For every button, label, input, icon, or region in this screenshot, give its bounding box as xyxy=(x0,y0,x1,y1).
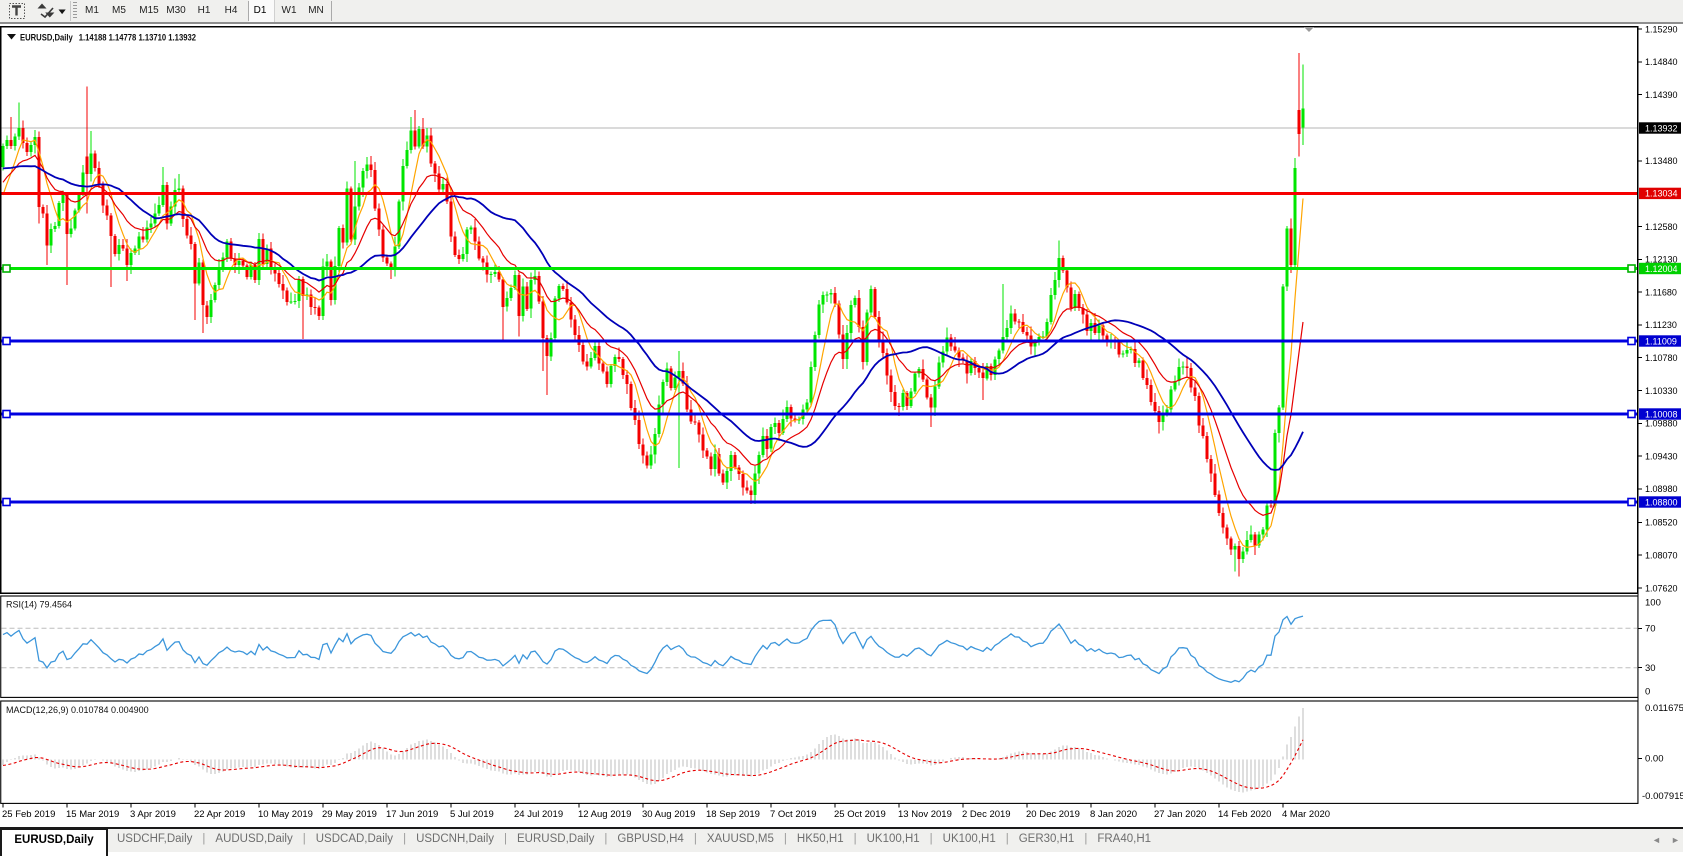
svg-text:12 Aug 2019: 12 Aug 2019 xyxy=(578,809,631,820)
svg-text:1.08980: 1.08980 xyxy=(1645,484,1678,494)
svg-text:RSI(14) 79.4564: RSI(14) 79.4564 xyxy=(6,600,72,610)
svg-text:13 Nov 2019: 13 Nov 2019 xyxy=(898,809,952,820)
svg-text:1.10330: 1.10330 xyxy=(1645,386,1678,396)
svg-text:30 Aug 2019: 30 Aug 2019 xyxy=(642,809,695,820)
svg-text:17 Jun 2019: 17 Jun 2019 xyxy=(386,809,438,820)
svg-text:EURUSD,Daily 1.14188 1.14778: EURUSD,Daily 1.14188 1.14778 1.13710 1.1… xyxy=(20,33,196,43)
svg-text:1.12004: 1.12004 xyxy=(1645,264,1678,274)
svg-text:1.14390: 1.14390 xyxy=(1645,90,1678,100)
svg-text:14 Feb 2020: 14 Feb 2020 xyxy=(1218,809,1271,820)
svg-text:0.00: 0.00 xyxy=(1645,754,1664,765)
svg-text:MACD(12,26,9) 0.010784 0.00490: MACD(12,26,9) 0.010784 0.004900 xyxy=(6,705,149,715)
svg-text:1.12580: 1.12580 xyxy=(1645,222,1678,232)
svg-text:10 May 2019: 10 May 2019 xyxy=(258,809,313,820)
svg-text:1.12130: 1.12130 xyxy=(1645,255,1678,265)
svg-text:1.11680: 1.11680 xyxy=(1645,287,1677,297)
svg-text:1.11009: 1.11009 xyxy=(1645,336,1677,346)
svg-text:25 Oct 2019: 25 Oct 2019 xyxy=(834,809,886,820)
svg-text:8 Jan 2020: 8 Jan 2020 xyxy=(1090,809,1137,820)
svg-text:3 Apr 2019: 3 Apr 2019 xyxy=(130,809,176,820)
svg-text:-0.007915: -0.007915 xyxy=(1642,791,1683,802)
svg-text:1.08520: 1.08520 xyxy=(1645,518,1678,528)
svg-text:30: 30 xyxy=(1645,663,1656,674)
svg-text:18 Sep 2019: 18 Sep 2019 xyxy=(706,809,760,820)
svg-text:24 Jul 2019: 24 Jul 2019 xyxy=(514,809,563,820)
svg-text:1.11230: 1.11230 xyxy=(1645,320,1677,330)
svg-text:1.08070: 1.08070 xyxy=(1645,551,1678,561)
svg-text:0: 0 xyxy=(1645,686,1650,697)
svg-text:15 Mar 2019: 15 Mar 2019 xyxy=(66,809,119,820)
svg-text:27 Jan 2020: 27 Jan 2020 xyxy=(1154,809,1206,820)
svg-text:1.13932: 1.13932 xyxy=(1645,123,1678,133)
svg-text:1.07620: 1.07620 xyxy=(1645,583,1678,593)
svg-text:7 Oct 2019: 7 Oct 2019 xyxy=(770,809,816,820)
svg-text:1.08800: 1.08800 xyxy=(1645,497,1678,507)
svg-text:2 Dec 2019: 2 Dec 2019 xyxy=(962,809,1011,820)
svg-text:1.10008: 1.10008 xyxy=(1645,409,1678,419)
svg-text:5 Jul 2019: 5 Jul 2019 xyxy=(450,809,494,820)
svg-text:70: 70 xyxy=(1645,624,1656,635)
svg-text:22 Apr 2019: 22 Apr 2019 xyxy=(194,809,245,820)
svg-text:25 Feb 2019: 25 Feb 2019 xyxy=(2,809,55,820)
svg-text:1.13034: 1.13034 xyxy=(1645,189,1678,199)
svg-text:29 May 2019: 29 May 2019 xyxy=(322,809,377,820)
svg-text:20 Dec 2019: 20 Dec 2019 xyxy=(1026,809,1080,820)
svg-text:1.09430: 1.09430 xyxy=(1645,451,1678,461)
svg-text:1.09880: 1.09880 xyxy=(1645,419,1678,429)
svg-text:1.13480: 1.13480 xyxy=(1645,156,1678,166)
svg-text:0.011675: 0.011675 xyxy=(1645,703,1683,714)
svg-text:1.10780: 1.10780 xyxy=(1645,353,1678,363)
svg-text:1.14840: 1.14840 xyxy=(1645,57,1678,67)
svg-text:4 Mar 2020: 4 Mar 2020 xyxy=(1282,809,1330,820)
svg-text:1.15290: 1.15290 xyxy=(1645,24,1678,34)
svg-text:100: 100 xyxy=(1645,597,1661,608)
